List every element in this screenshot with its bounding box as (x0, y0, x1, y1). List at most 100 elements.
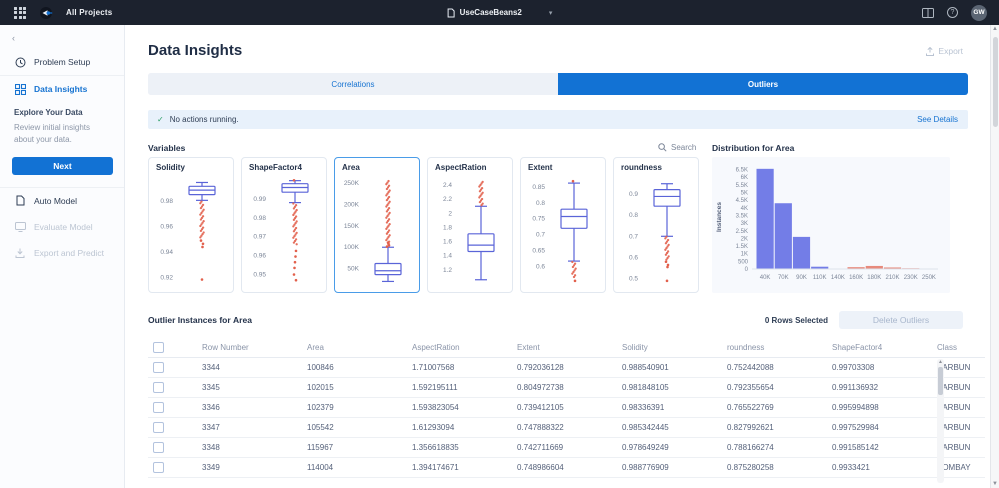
table-cell: 0.997529984 (832, 423, 879, 432)
table-cell: 0.9933421 (832, 463, 870, 472)
download-icon (14, 247, 26, 259)
table-cell: 105542 (307, 423, 334, 432)
svg-text:0.94: 0.94 (160, 249, 173, 256)
rows-selected-count: 0 Rows Selected (764, 316, 828, 325)
svg-text:0: 0 (745, 267, 749, 273)
export-button[interactable]: Export (926, 46, 963, 56)
all-projects-link[interactable]: All Projects (66, 8, 113, 17)
svg-text:180K: 180K (867, 275, 881, 281)
tab-correlations[interactable]: Correlations (148, 73, 558, 95)
boxplot-chart: 0.85 0.8 0.75 0.7 0.65 0.6 (532, 179, 588, 283)
sidebar-item-evaluate-model[interactable]: Evaluate Model (0, 214, 124, 240)
row-checkbox[interactable] (153, 422, 164, 433)
page-scrollbar-thumb[interactable] (992, 37, 998, 127)
row-checkbox[interactable] (153, 462, 164, 473)
delete-outliers-button[interactable]: Delete Outliers (839, 311, 963, 329)
svg-text:2.2: 2.2 (443, 196, 452, 203)
svg-text:0.98: 0.98 (253, 215, 266, 222)
top-navbar: All Projects UseCaseBeans2 ▾ ? GW (0, 0, 999, 25)
svg-text:0.5: 0.5 (629, 276, 638, 283)
docs-book-icon[interactable] (922, 7, 934, 18)
variable-card-shapefactor4[interactable]: ShapeFactor4 0.99 0.98 0.97 0.96 0.95 (241, 157, 327, 293)
see-details-link[interactable]: See Details (917, 115, 958, 124)
row-checkbox[interactable] (153, 442, 164, 453)
scroll-down-icon[interactable]: ▼ (992, 481, 998, 487)
variable-card-solidity[interactable]: Solidity 0.98 0.96 0.94 0.92 (148, 157, 234, 293)
table-cell: 0.792355654 (727, 383, 774, 392)
table-cell: 0.978649249 (622, 443, 669, 452)
explore-your-data-heading: Explore Your Data (14, 108, 83, 117)
variable-boxplot-cards: Solidity 0.98 0.96 0.94 0.92 ShapeFactor4 0.99… (148, 157, 699, 293)
clock-icon (14, 56, 26, 68)
variable-card-extent[interactable]: Extent 0.85 0.8 0.75 0.7 0.65 0.6 (520, 157, 606, 293)
table-scrollbar-thumb[interactable] (938, 367, 943, 395)
table-cell: 0.742711669 (517, 443, 564, 452)
tab-outliers[interactable]: Outliers (558, 73, 968, 95)
table-cell: 0.804972738 (517, 383, 564, 392)
table-scrollbar[interactable]: ▲ (937, 359, 944, 483)
table-cell: 0.988776909 (622, 463, 669, 472)
variable-card-aspectration[interactable]: AspectRation 2.4 2.2 2 1.8 1.6 1.4 1.2 (427, 157, 513, 293)
sidebar-collapse-icon[interactable]: ‹ (12, 33, 15, 43)
table-cell: 102379 (307, 403, 334, 412)
row-checkbox[interactable] (153, 362, 164, 373)
status-text: No actions running. (169, 115, 239, 124)
select-all-checkbox[interactable] (153, 342, 164, 353)
column-header-extent: Extent (517, 343, 540, 352)
project-switcher[interactable]: UseCaseBeans2 ▾ (447, 0, 552, 25)
table-row-partial (148, 478, 985, 488)
boxplot-chart: 2.4 2.2 2 1.8 1.6 1.4 1.2 (443, 180, 495, 281)
column-header-aspectration: AspectRation (412, 343, 460, 352)
svg-text:0.96: 0.96 (253, 253, 266, 260)
table-cell: 0.739412105 (517, 403, 564, 412)
help-icon[interactable]: ? (947, 7, 958, 18)
sidebar-item-export-and-predict[interactable]: Export and Predict (0, 240, 124, 266)
histogram-bar-70K (774, 203, 792, 269)
upload-icon (926, 46, 935, 56)
table-cell: 0.995994898 (832, 403, 879, 412)
svg-text:0.65: 0.65 (532, 248, 545, 255)
svg-text:250K: 250K (344, 180, 360, 187)
user-avatar[interactable]: GW (971, 4, 987, 21)
table-cell: 3348 (202, 443, 220, 452)
next-button[interactable]: Next (12, 156, 113, 175)
sidebar-item-auto-model[interactable]: Auto Model (0, 188, 124, 214)
search-button[interactable]: Search (658, 143, 696, 152)
distribution-heading: Distribution for Area (712, 143, 795, 153)
table-cell: BARBUN (937, 423, 971, 432)
column-header-roundness: roundness (727, 343, 765, 352)
row-checkbox[interactable] (153, 402, 164, 413)
column-header-class: Class (937, 343, 958, 352)
svg-text:0.8: 0.8 (536, 200, 545, 207)
sidebar-item-problem-setup[interactable]: Problem Setup (0, 49, 124, 75)
variable-card-title: roundness (621, 163, 662, 172)
table-cell: 3344 (202, 363, 220, 372)
project-name: UseCaseBeans2 (459, 8, 522, 17)
table-cell: 0.788166274 (727, 443, 774, 452)
svg-text:2K: 2K (741, 236, 748, 242)
table-row: 3344 100846 1.71007568 0.792036128 0.9885409… (148, 358, 985, 378)
sidebar-item-data-insights[interactable]: Data Insights (0, 76, 124, 102)
svg-text:90K: 90K (796, 275, 807, 281)
distribution-histogram: 0 500 1K 1.5K 2K 2.5K 3K 3.5K 4K 4.5K 5K 5.5K 6K 6.5K… (712, 157, 950, 293)
histogram-bar-90K (792, 236, 811, 269)
table-row: 3347 105542 1.61293094 0.747888322 0.9853424… (148, 418, 985, 438)
variable-card-area[interactable]: Area 250K 200K 150K 100K 50K (334, 157, 420, 293)
variable-card-roundness[interactable]: roundness 0.9 0.8 0.7 0.6 0.5 (613, 157, 699, 293)
table-scroll-up-icon[interactable]: ▲ (938, 359, 943, 365)
row-checkbox[interactable] (153, 382, 164, 393)
table-cell: 0.752442088 (727, 363, 774, 372)
monitor-icon (14, 221, 26, 233)
page-scrollbar[interactable]: ▲ ▼ (990, 25, 999, 488)
svg-text:2.5K: 2.5K (736, 229, 748, 235)
column-header-solidity: Solidity (622, 343, 648, 352)
sidebar-item-label: Data Insights (34, 84, 88, 94)
datarobot-logo-icon[interactable] (39, 6, 53, 20)
svg-text:0.75: 0.75 (532, 216, 545, 223)
search-icon (658, 143, 667, 152)
app-launcher-icon[interactable] (14, 6, 26, 19)
table-cell: 0.98336391 (622, 403, 665, 412)
svg-text:0.9: 0.9 (629, 191, 638, 198)
tab-bar: Correlations Outliers (148, 73, 968, 95)
scroll-up-icon[interactable]: ▲ (992, 26, 998, 32)
